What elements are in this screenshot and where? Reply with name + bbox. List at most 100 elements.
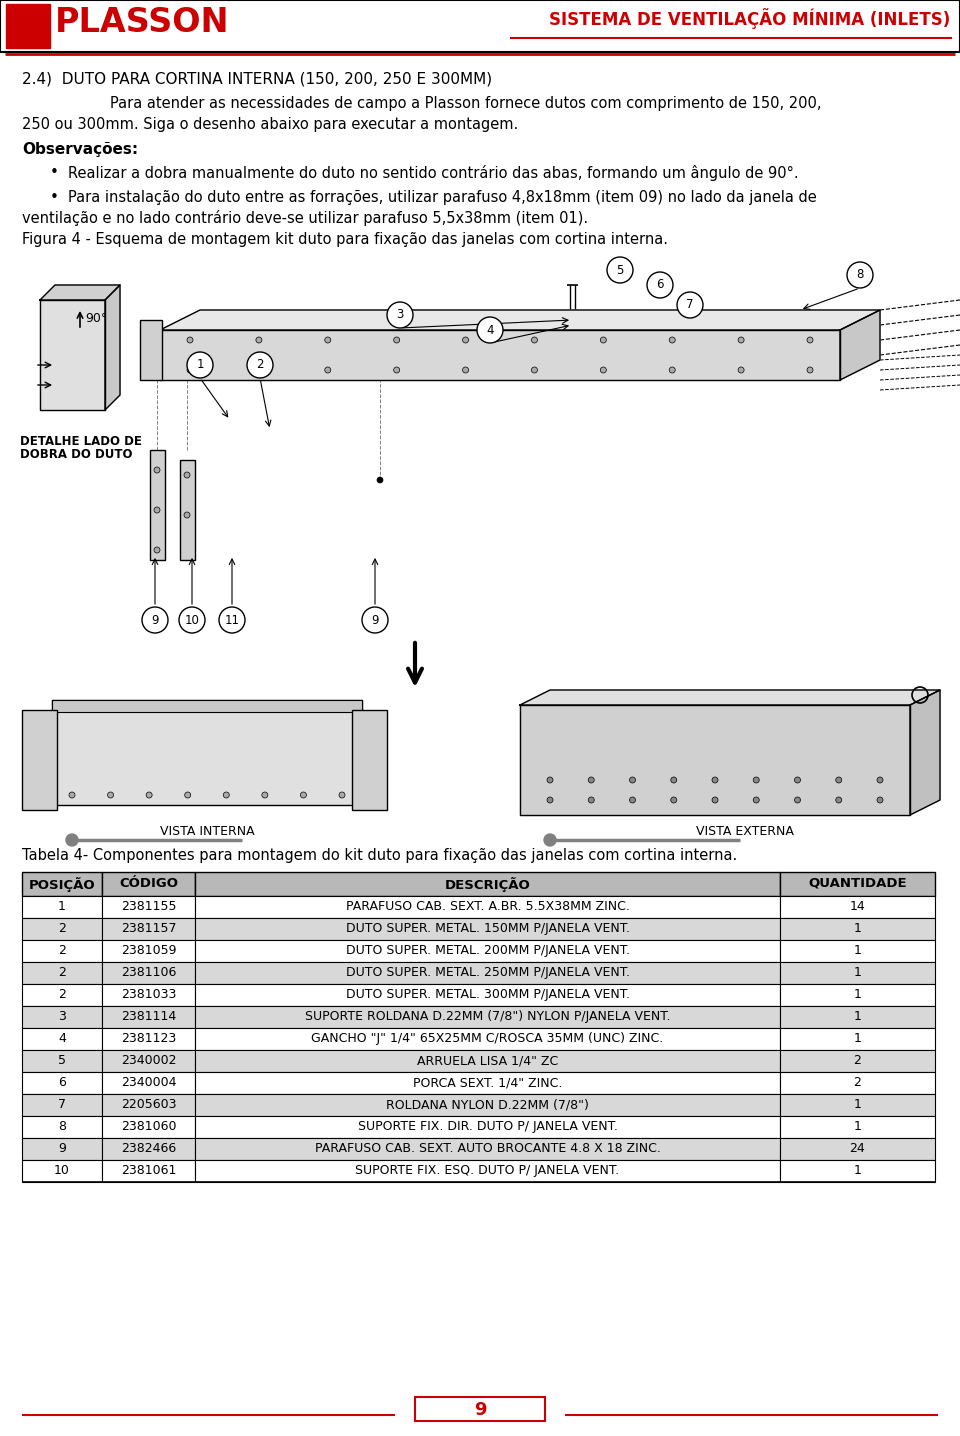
Bar: [195, 918, 780, 941]
Circle shape: [836, 777, 842, 783]
Bar: [195, 941, 780, 962]
Bar: [780, 896, 935, 918]
Text: PLASSON: PLASSON: [55, 6, 229, 39]
Polygon shape: [40, 300, 105, 411]
Text: 1: 1: [853, 1032, 861, 1045]
Text: CÓDIGO: CÓDIGO: [119, 877, 178, 890]
Circle shape: [394, 337, 399, 343]
Circle shape: [477, 317, 503, 343]
Text: 2381060: 2381060: [121, 1120, 177, 1133]
Text: 2381123: 2381123: [121, 1032, 176, 1045]
Text: 1: 1: [853, 1099, 861, 1111]
Text: PARAFUSO CAB. SEXT. A.BR. 5.5X38MM ZINC.: PARAFUSO CAB. SEXT. A.BR. 5.5X38MM ZINC.: [346, 900, 630, 913]
Text: Realizar a dobra manualmente do duto no sentido contrário das abas, formando um : Realizar a dobra manualmente do duto no …: [68, 165, 799, 181]
Text: SUPORTE FIX. ESQ. DUTO P/ JANELA VENT.: SUPORTE FIX. ESQ. DUTO P/ JANELA VENT.: [355, 1165, 619, 1178]
Text: 1: 1: [58, 900, 66, 913]
Polygon shape: [160, 330, 840, 381]
Text: 9: 9: [473, 1402, 487, 1419]
Circle shape: [630, 797, 636, 803]
Circle shape: [146, 793, 152, 798]
Text: 7: 7: [686, 299, 694, 312]
Circle shape: [154, 507, 160, 513]
Circle shape: [669, 337, 675, 343]
Circle shape: [847, 261, 873, 289]
Circle shape: [588, 797, 594, 803]
Text: ARRUELA LISA 1/4" ZC: ARRUELA LISA 1/4" ZC: [417, 1054, 558, 1067]
Text: Tabela 4- Componentes para montagem do kit duto para fixação das janelas com cor: Tabela 4- Componentes para montagem do k…: [22, 849, 737, 863]
Circle shape: [387, 302, 413, 327]
Polygon shape: [105, 284, 120, 411]
Text: 1: 1: [196, 359, 204, 372]
Text: 6: 6: [58, 1076, 66, 1088]
Bar: [195, 962, 780, 984]
Text: 1: 1: [853, 1165, 861, 1178]
Text: 2340004: 2340004: [121, 1076, 177, 1088]
Text: POSIÇÃO: POSIÇÃO: [29, 877, 95, 892]
Bar: [780, 962, 935, 984]
Text: 8: 8: [856, 269, 864, 281]
Polygon shape: [520, 705, 910, 816]
Bar: [22, 1116, 102, 1137]
Circle shape: [738, 368, 744, 373]
Circle shape: [184, 472, 190, 478]
Circle shape: [154, 467, 160, 472]
Text: •: •: [50, 165, 59, 180]
Bar: [195, 1116, 780, 1137]
Text: 2: 2: [58, 966, 66, 979]
Bar: [195, 1094, 780, 1116]
Text: DETALHE LADO DE: DETALHE LADO DE: [20, 435, 142, 448]
Circle shape: [795, 797, 801, 803]
Text: 11: 11: [225, 613, 239, 626]
Bar: [52, 699, 362, 712]
Text: PORCA SEXT. 1/4" ZINC.: PORCA SEXT. 1/4" ZINC.: [413, 1076, 563, 1088]
Text: 24: 24: [850, 1142, 865, 1155]
Circle shape: [547, 797, 553, 803]
Circle shape: [154, 547, 160, 553]
Text: Para atender as necessidades de campo a Plasson fornece dutos com comprimento de: Para atender as necessidades de campo a …: [110, 96, 822, 111]
Text: 2205603: 2205603: [121, 1099, 177, 1111]
Circle shape: [754, 777, 759, 783]
Text: 2: 2: [853, 1054, 861, 1067]
Circle shape: [877, 797, 883, 803]
Polygon shape: [40, 284, 120, 300]
Bar: [195, 984, 780, 1007]
Text: DUTO SUPER. METAL. 300MM P/JANELA VENT.: DUTO SUPER. METAL. 300MM P/JANELA VENT.: [346, 988, 630, 1001]
Polygon shape: [160, 310, 880, 330]
Bar: [780, 1050, 935, 1073]
Text: 6: 6: [657, 279, 663, 292]
Text: 5: 5: [616, 263, 624, 277]
Circle shape: [339, 793, 345, 798]
Bar: [140, 320, 162, 381]
Circle shape: [532, 337, 538, 343]
Bar: [352, 709, 387, 810]
Text: 14: 14: [850, 900, 865, 913]
Text: Observações:: Observações:: [22, 142, 138, 157]
Bar: [195, 896, 780, 918]
Text: 2381033: 2381033: [121, 988, 177, 1001]
Bar: [0, 0, 960, 52]
Circle shape: [247, 352, 273, 378]
Bar: [102, 962, 195, 984]
Text: 2: 2: [58, 922, 66, 935]
Text: 2381155: 2381155: [121, 900, 177, 913]
Bar: [780, 984, 935, 1007]
Text: 2: 2: [58, 988, 66, 1001]
Text: ventilação e no lado contrário deve-se utilizar parafuso 5,5x38mm (item 01).: ventilação e no lado contrário deve-se u…: [22, 210, 588, 225]
Circle shape: [184, 793, 191, 798]
Text: 2: 2: [853, 1076, 861, 1088]
Bar: [22, 1160, 102, 1182]
Circle shape: [712, 777, 718, 783]
Text: 1: 1: [853, 943, 861, 956]
Polygon shape: [840, 310, 880, 381]
Text: 9: 9: [372, 613, 379, 626]
Circle shape: [877, 777, 883, 783]
Circle shape: [300, 793, 306, 798]
Bar: [195, 1137, 780, 1160]
Text: DUTO SUPER. METAL. 250MM P/JANELA VENT.: DUTO SUPER. METAL. 250MM P/JANELA VENT.: [346, 966, 630, 979]
Circle shape: [69, 793, 75, 798]
Circle shape: [671, 777, 677, 783]
Text: 1: 1: [853, 988, 861, 1001]
Circle shape: [671, 797, 677, 803]
Text: 2381106: 2381106: [121, 966, 177, 979]
Bar: [195, 1160, 780, 1182]
